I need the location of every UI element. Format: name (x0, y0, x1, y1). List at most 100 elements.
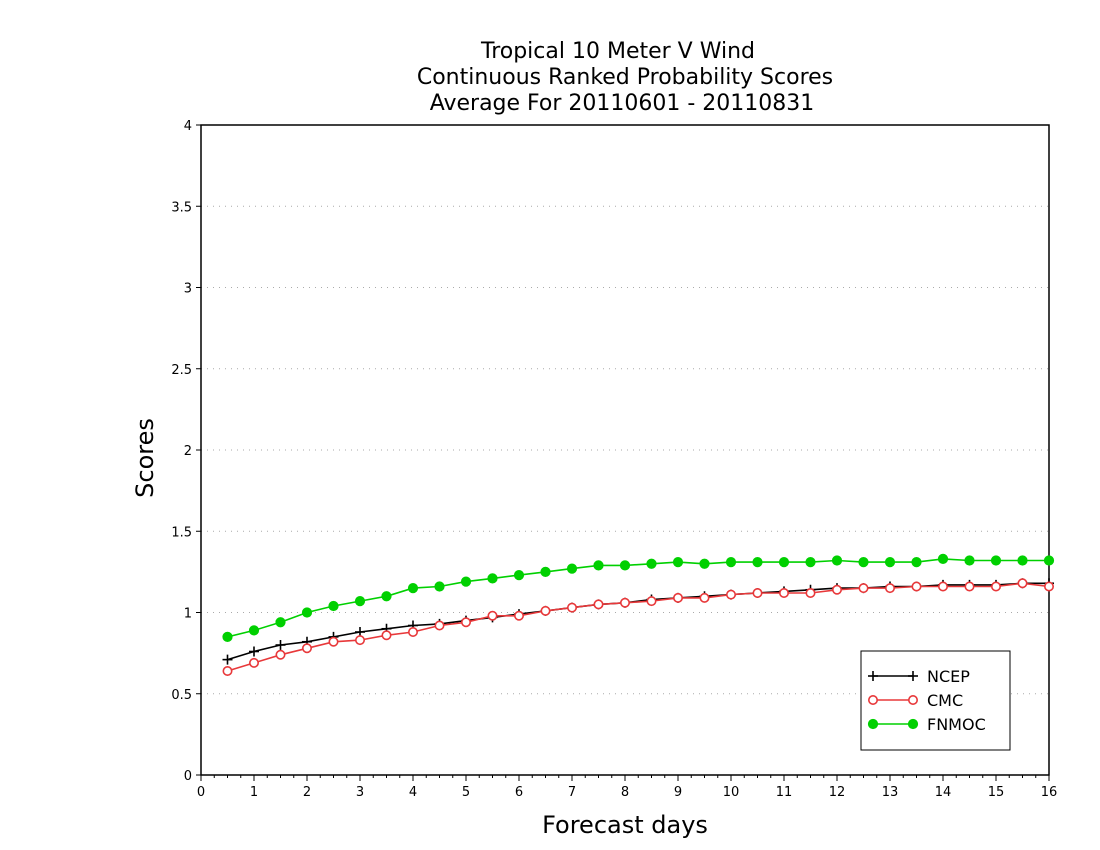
ncep-point (275, 640, 286, 650)
fnmoc-point (937, 553, 949, 564)
cmc-point (381, 630, 392, 641)
x-tick-label: 15 (988, 785, 1005, 800)
cmc-point (487, 610, 498, 621)
cmc-point (646, 596, 657, 607)
fnmoc-point (831, 555, 843, 566)
x-tick-label: 1 (250, 785, 258, 800)
legend-marker-cmc (907, 694, 918, 705)
cmc-point (249, 657, 260, 668)
legend-entry-ncep: NCEP (868, 667, 970, 686)
legend-entry-fnmoc: FNMOC (867, 715, 986, 734)
fnmoc-point (619, 560, 631, 571)
ncep-point (249, 646, 259, 657)
fnmoc-point (275, 617, 286, 628)
y-tick-label: 3.5 (171, 200, 192, 215)
cmc-point (619, 597, 630, 608)
cmc-point (752, 587, 763, 598)
cmc-point (699, 592, 710, 603)
fnmoc-line (227, 558, 1049, 638)
x-tick-label: 2 (303, 785, 311, 800)
cmc-point (275, 649, 286, 660)
fnmoc-point (805, 557, 816, 568)
fnmoc-point (699, 558, 710, 569)
y-tick-label: 1 (184, 607, 192, 622)
cmc-point (328, 636, 339, 647)
x-tick-label: 7 (568, 785, 576, 800)
cmc-point (434, 620, 445, 631)
title-line-1: Tropical 10 Meter V Wind (480, 39, 755, 64)
y-axis-label: Scores (131, 418, 159, 498)
x-tick-label: 6 (515, 785, 523, 800)
x-tick-label: 3 (356, 785, 364, 800)
fnmoc-point (884, 557, 896, 568)
fnmoc-point (487, 573, 498, 584)
cmc-point (354, 635, 365, 646)
y-tick-label: 1.5 (171, 525, 192, 540)
cmc-point (407, 626, 418, 637)
fnmoc-point (858, 557, 869, 568)
x-tick-label: 10 (723, 785, 740, 800)
x-tick-label: 12 (829, 785, 846, 800)
cmc-series (222, 578, 1055, 676)
cmc-point (540, 605, 551, 616)
legend-marker-cmc (867, 694, 878, 705)
legend-label-ncep: NCEP (927, 667, 970, 686)
fnmoc-point (381, 591, 392, 602)
legend-label-cmc: CMC (927, 691, 963, 710)
cmc-point (593, 599, 604, 610)
fnmoc-point (964, 555, 975, 566)
cmc-point (964, 581, 975, 592)
fnmoc-point (1043, 555, 1055, 566)
fnmoc-point (593, 560, 604, 571)
x-tick-label: 16 (1041, 785, 1058, 800)
fnmoc-series (222, 553, 1055, 642)
y-tick-label: 4 (184, 119, 192, 134)
cmc-point (1044, 581, 1055, 592)
fnmoc-point (1017, 555, 1028, 566)
cmc-point (513, 610, 524, 621)
fnmoc-point (460, 576, 472, 587)
title-line-2: Continuous Ranked Probability Scores (417, 65, 833, 90)
x-tick-label: 14 (935, 785, 952, 800)
x-tick-label: 13 (882, 785, 899, 800)
fnmoc-point (434, 581, 445, 592)
y-tick-label: 2 (184, 444, 192, 459)
fnmoc-point (328, 600, 339, 612)
x-tick-label: 8 (621, 785, 629, 800)
cmc-point (301, 643, 312, 654)
x-tick-label: 5 (462, 785, 470, 800)
cmc-point (222, 665, 233, 676)
fnmoc-point (540, 566, 551, 577)
legend-marker-ncep (868, 671, 878, 681)
data-series (222, 553, 1055, 676)
ncep-point (222, 654, 233, 665)
cmc-point (831, 584, 842, 595)
fnmoc-point (990, 555, 1002, 566)
y-tick-label: 0.5 (171, 688, 192, 703)
legend-entry-cmc: CMC (867, 691, 963, 710)
fnmoc-point (725, 557, 737, 568)
legend-label-fnmoc: FNMOC (927, 715, 986, 734)
cmc-point (937, 581, 948, 592)
cmc-point (990, 581, 1001, 592)
title-line-3: Average For 20110601 - 20110831 (430, 91, 815, 116)
x-tick-label: 0 (197, 785, 205, 800)
fnmoc-point (752, 557, 763, 568)
cmc-point (858, 583, 869, 594)
x-axis-label: Forecast days (542, 811, 708, 839)
fnmoc-point (672, 557, 684, 568)
y-tick-label: 2.5 (171, 363, 192, 378)
fnmoc-point (354, 596, 366, 607)
fnmoc-point (566, 563, 578, 574)
fnmoc-point (301, 607, 313, 618)
fnmoc-point (911, 557, 922, 568)
cmc-point (911, 581, 922, 592)
cmc-point (460, 617, 471, 628)
legend-marker-ncep (908, 671, 918, 681)
fnmoc-point (778, 557, 790, 568)
cmc-point (778, 587, 789, 598)
x-tick-label: 11 (776, 785, 793, 800)
cmc-point (672, 592, 683, 603)
legend-entries: NCEP CMC FNMOC (867, 667, 986, 734)
